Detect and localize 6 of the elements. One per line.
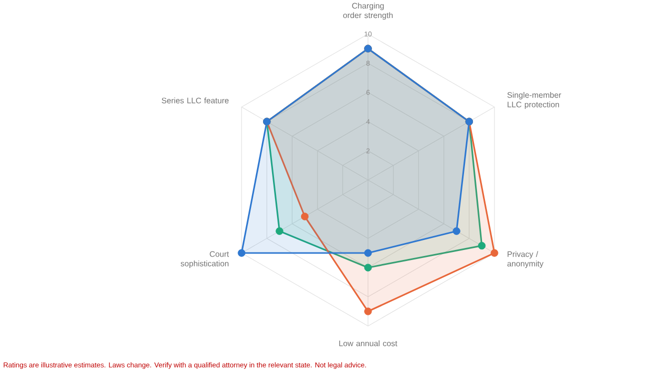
- spoke-label: Single-member LLC protection: [507, 92, 562, 109]
- spoke-label: Series LLC feature: [162, 97, 229, 104]
- spoke-label: Charging order strength: [343, 2, 393, 20]
- spoke-label: Low annual cost: [339, 340, 398, 346]
- spoke-label: Privacy / anonymity: [507, 251, 544, 268]
- spoke-label: Court sophistication: [180, 251, 229, 268]
